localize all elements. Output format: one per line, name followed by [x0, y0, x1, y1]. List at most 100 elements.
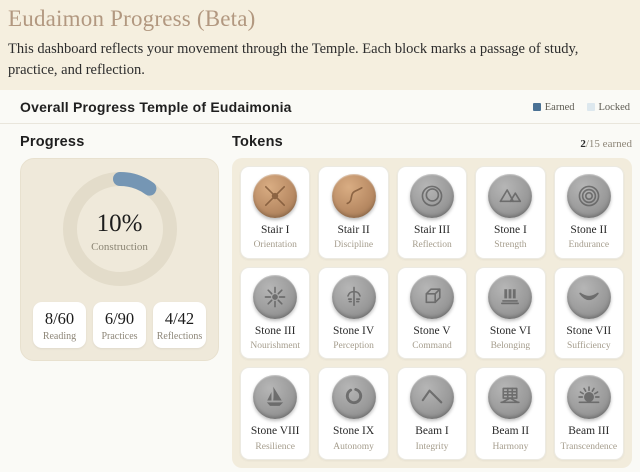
- token-name: Stone V: [413, 324, 451, 337]
- token-name: Stair II: [337, 224, 370, 237]
- star-rays-icon: [264, 286, 286, 308]
- progress-heading: Progress: [20, 134, 85, 151]
- legend-item-earned: Earned: [532, 101, 575, 113]
- stat-value: 8/60: [44, 309, 75, 329]
- token-card-stone-ii[interactable]: Stone II Endurance: [553, 166, 624, 259]
- token-subtitle: Nourishment: [250, 340, 300, 351]
- legend-item-locked: Locked: [586, 101, 631, 113]
- token-card-stone-ix[interactable]: Stone IX Autonomy: [318, 367, 389, 461]
- token-coin-locked: [253, 274, 298, 319]
- token-subtitle: Reflection: [412, 240, 452, 251]
- tokens-grid: Stair I Orientation Stair II Discipline Stai…: [232, 158, 632, 469]
- progress-center-label: Construction: [91, 241, 148, 254]
- section-header: Overall Progress Temple of Eudaimonia Ea…: [0, 90, 640, 125]
- cube-icon: [425, 288, 441, 303]
- mountains-icon: [500, 189, 522, 203]
- token-card-stone-iv[interactable]: Stone IV Perception: [318, 266, 389, 360]
- pillars-icon: [501, 288, 520, 304]
- face-icon: [346, 286, 361, 306]
- token-coin-locked: [409, 174, 454, 219]
- token-card-stone-i[interactable]: Stone I Strength: [475, 166, 546, 259]
- token-card-stone-v[interactable]: Stone V Command: [396, 266, 468, 360]
- stat-value: 6/90: [104, 309, 135, 329]
- token-name: Stair I: [260, 224, 290, 237]
- token-name: Beam I: [415, 425, 449, 438]
- token-coin-locked: [488, 274, 533, 319]
- compass-cross-icon: [265, 186, 286, 207]
- rising-sun-icon: [578, 386, 600, 404]
- progress-percent: 10%: [96, 210, 143, 238]
- peak-icon: [421, 389, 443, 404]
- token-coin-locked: [488, 174, 533, 219]
- token-coin-locked: [331, 375, 376, 420]
- locked-swatch-icon: [586, 103, 595, 112]
- token-name: Stone VIII: [250, 425, 300, 438]
- token-coin-locked: [566, 274, 611, 319]
- token-card-stair-ii[interactable]: Stair II Discipline: [318, 166, 389, 259]
- legend-locked-label: Locked: [598, 101, 631, 113]
- token-card-stone-vii[interactable]: Stone VII Sufficiency: [553, 266, 624, 360]
- stat-card-practices: 6/90 Practices: [93, 302, 146, 349]
- token-card-stone-iii[interactable]: Stone III Nourishment: [240, 266, 311, 360]
- earned-swatch-icon: [532, 103, 541, 112]
- token-name: Stone VI: [489, 324, 531, 337]
- token-subtitle: Transcendence: [560, 441, 618, 452]
- token-name: Stone VII: [566, 324, 612, 337]
- token-name: Stair III: [413, 224, 451, 237]
- token-card-beam-ii[interactable]: Beam II Harmony: [475, 367, 546, 461]
- header-band: Eudaimon Progress (Beta) This dashboard …: [0, 0, 640, 91]
- grid-triangle-icon: [500, 388, 521, 404]
- token-subtitle: Perception: [333, 340, 374, 351]
- tokens-earned-count: 2: [580, 138, 586, 151]
- token-coin-locked: [253, 375, 298, 420]
- tokens-header: Tokens 2/15 earned: [232, 134, 632, 150]
- sailboat-icon: [267, 387, 284, 407]
- token-subtitle: Resilience: [255, 441, 295, 452]
- token-subtitle: Integrity: [415, 441, 449, 452]
- main-columns: Progress 10% Construction 8/60 Reading 6/9…: [0, 124, 640, 469]
- tokens-column: Tokens 2/15 earned Stair I Orientation Sta…: [232, 132, 632, 469]
- token-coin-locked: [409, 274, 454, 319]
- stat-label: Reflections: [156, 331, 203, 343]
- open-ring-icon: [345, 388, 362, 405]
- token-card-stone-viii[interactable]: Stone VIII Resilience: [240, 367, 311, 461]
- stats-row: 8/60 Reading 6/90 Practices 4/42 Reflections: [33, 302, 206, 349]
- token-subtitle: Strength: [494, 240, 527, 251]
- token-name: Stone IX: [332, 425, 375, 438]
- token-card-beam-i[interactable]: Beam I Integrity: [396, 367, 468, 461]
- token-name: Stone IV: [332, 324, 375, 337]
- legend-earned-label: Earned: [544, 101, 575, 113]
- page-description: This dashboard reflects your movement th…: [8, 40, 579, 79]
- token-name: Stone II: [570, 224, 608, 237]
- token-card-beam-iii[interactable]: Beam III Transcendence: [553, 367, 624, 461]
- progress-column: Progress 10% Construction 8/60 Reading 6/9…: [20, 132, 219, 468]
- token-coin-locked: [566, 174, 611, 219]
- donut-center: 10% Construction: [62, 171, 178, 292]
- token-subtitle: Sufficiency: [566, 340, 611, 351]
- token-card-stair-iii[interactable]: Stair III Reflection: [396, 166, 468, 259]
- stat-value: 4/42: [164, 309, 195, 329]
- donut-svg: [62, 172, 177, 287]
- token-coin-locked: [331, 274, 376, 319]
- token-coin-earned: [331, 174, 376, 219]
- concentric-circles-icon: [578, 185, 600, 207]
- token-name: Beam III: [568, 425, 610, 438]
- s-curve-icon: [346, 187, 363, 205]
- tokens-earned-summary: 2/15 earned: [580, 138, 632, 150]
- token-card-stone-vi[interactable]: Stone VI Belonging: [475, 266, 546, 360]
- stat-label: Practices: [101, 331, 138, 343]
- token-subtitle: Endurance: [568, 240, 610, 251]
- token-coin-earned: [253, 174, 298, 219]
- page-title: Eudaimon Progress (Beta): [8, 6, 256, 31]
- token-coin-locked: [566, 375, 611, 420]
- crescent-icon: [579, 292, 599, 300]
- token-subtitle: Autonomy: [333, 441, 374, 452]
- token-card-stair-i[interactable]: Stair I Orientation: [240, 166, 311, 259]
- token-coin-locked: [409, 375, 454, 420]
- stat-card-reflections: 4/42 Reflections: [153, 302, 206, 349]
- tokens-heading: Tokens: [232, 134, 283, 151]
- tokens-earned-total: /15 earned: [585, 138, 632, 151]
- token-name: Beam II: [491, 425, 530, 438]
- token-subtitle: Belonging: [490, 340, 531, 351]
- ring-icon: [421, 185, 443, 207]
